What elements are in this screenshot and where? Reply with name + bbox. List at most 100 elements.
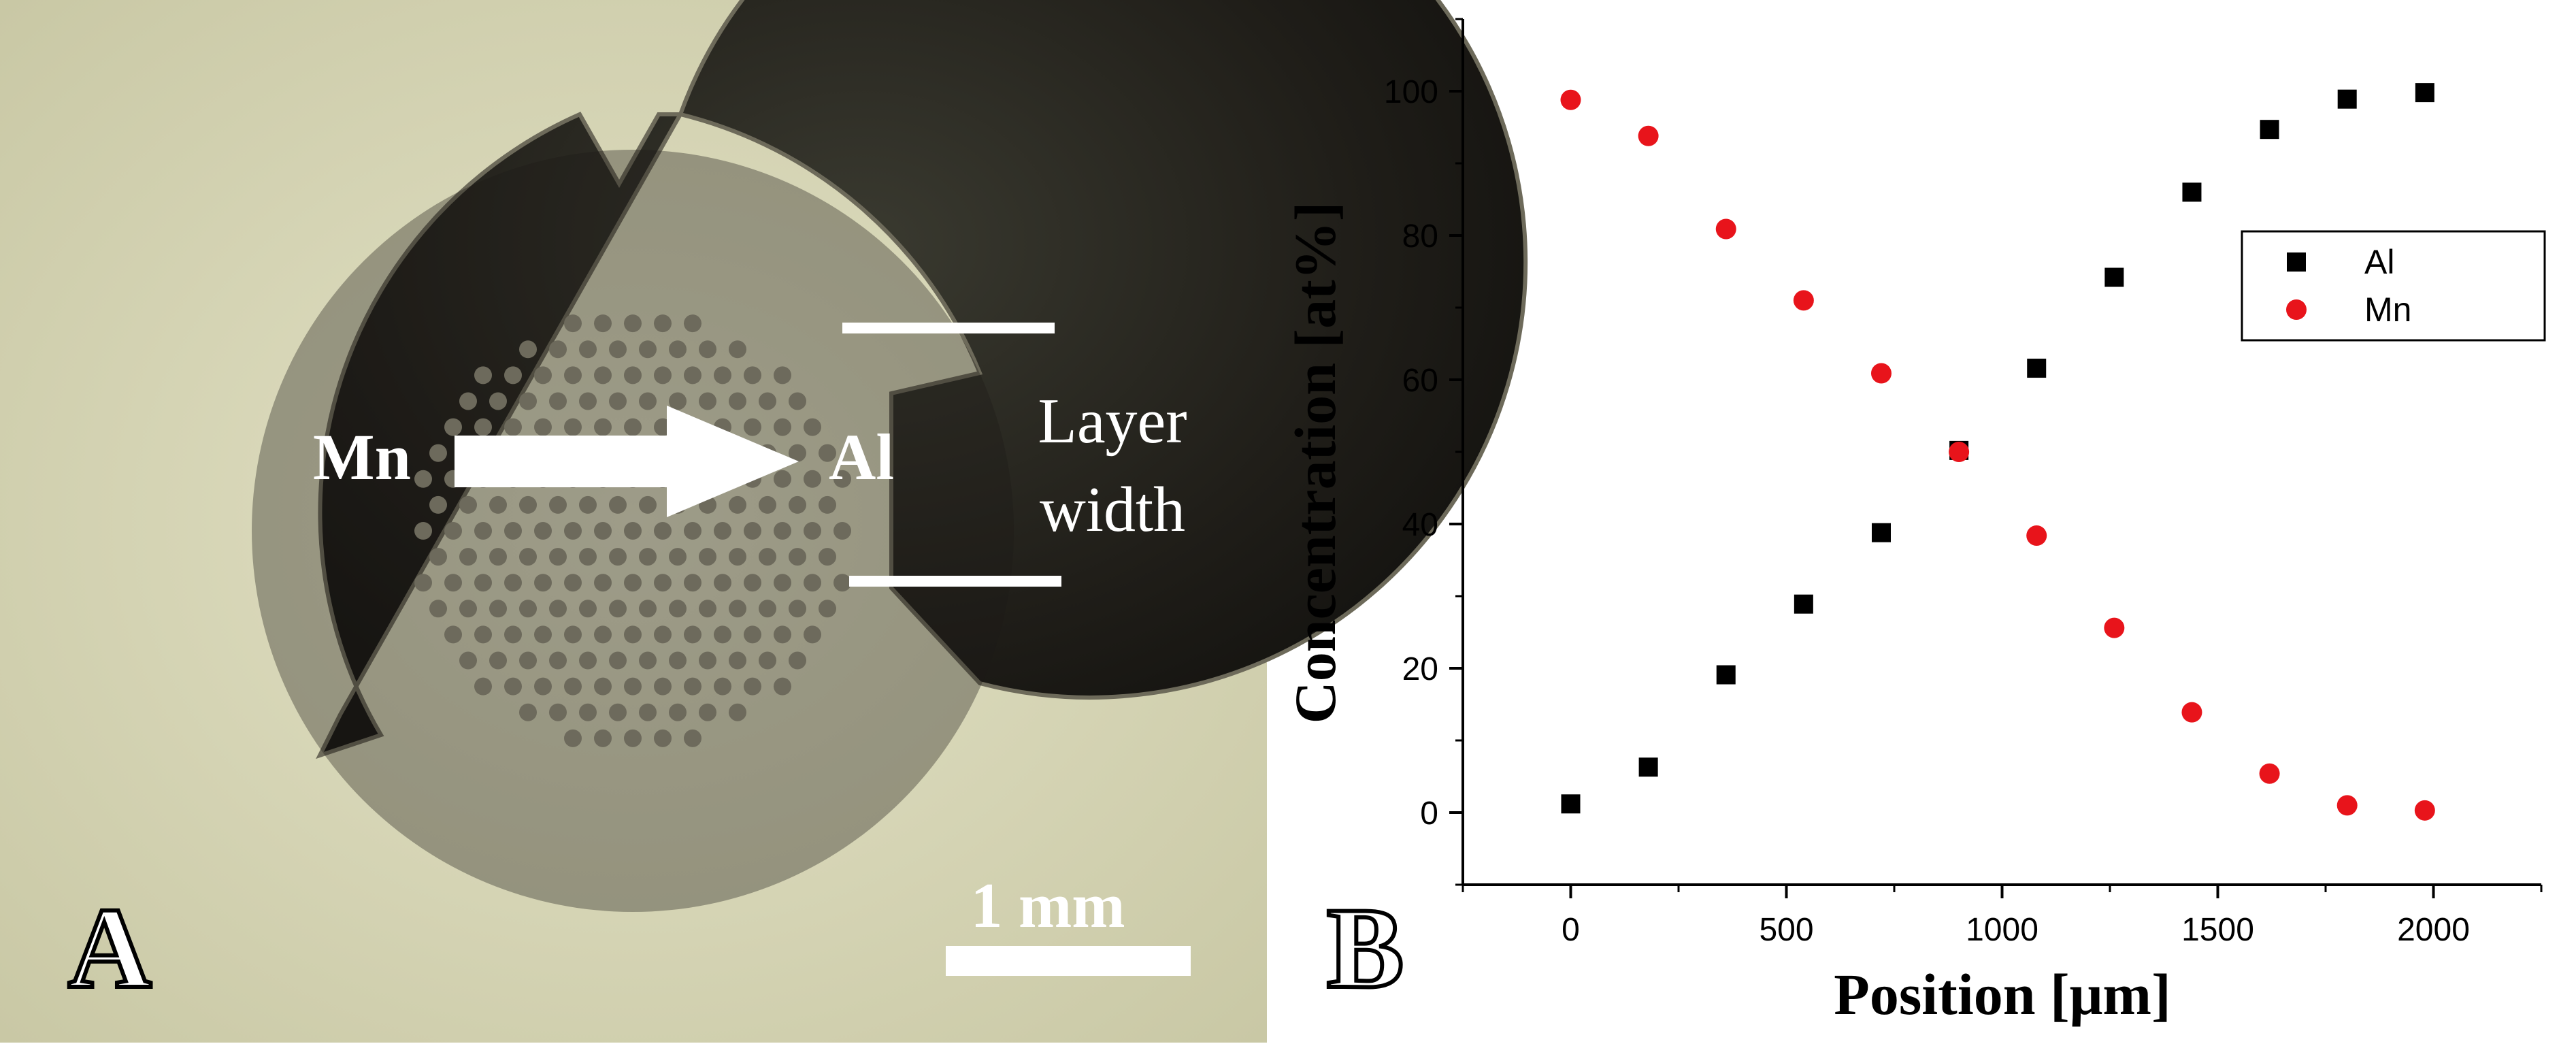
panel-b-letter: B <box>1327 884 1404 1012</box>
hole <box>549 703 567 721</box>
hole <box>729 340 746 359</box>
point-al <box>2260 120 2279 140</box>
hole <box>774 574 791 592</box>
hole <box>549 495 567 514</box>
hole <box>459 548 477 566</box>
point-al <box>1716 665 1736 685</box>
point-al <box>2182 182 2202 202</box>
hole <box>504 522 522 540</box>
hole <box>684 522 701 540</box>
hole <box>774 470 791 488</box>
hole <box>609 651 627 670</box>
hole <box>414 574 432 592</box>
hole <box>534 574 552 592</box>
x-axis-label: Position [μm] <box>1834 962 2170 1027</box>
hole <box>594 574 612 592</box>
hole <box>429 495 447 514</box>
hole <box>624 314 642 333</box>
hole <box>444 625 462 644</box>
hole <box>504 625 522 644</box>
chart-axes <box>1462 19 2541 886</box>
hole <box>474 522 492 540</box>
hole <box>564 677 582 696</box>
scale-bar <box>946 946 1191 976</box>
x-tick-label: 1500 <box>2181 912 2254 948</box>
hole <box>519 392 537 410</box>
hole-pattern <box>414 314 851 747</box>
point-mn <box>2181 702 2202 723</box>
hole <box>534 677 552 696</box>
x-tick-label: 500 <box>1759 912 1813 948</box>
hole <box>564 366 582 385</box>
hole <box>489 495 507 514</box>
hole <box>654 625 672 644</box>
hole <box>564 522 582 540</box>
hole <box>744 418 761 436</box>
hole <box>789 548 806 566</box>
layer-width-top-marker <box>842 323 1055 333</box>
hole <box>459 651 477 670</box>
hole <box>579 392 597 410</box>
hole <box>549 340 567 359</box>
hole <box>549 392 567 410</box>
hole <box>699 548 716 566</box>
legend-label-mn: Mn <box>2364 291 2411 329</box>
hole <box>594 729 612 747</box>
y-tick-label: 40 <box>1402 507 1438 543</box>
point-al <box>2027 359 2047 378</box>
hole <box>714 677 731 696</box>
hole <box>624 625 642 644</box>
hole <box>699 651 716 670</box>
hole <box>789 600 806 618</box>
hole <box>833 470 851 488</box>
hole <box>804 625 821 644</box>
hole <box>833 522 851 540</box>
hole <box>534 366 552 385</box>
scale-bar-label: 1 mm <box>970 870 1125 941</box>
hole <box>729 392 746 410</box>
hole <box>684 574 701 592</box>
hole <box>819 600 836 618</box>
hole <box>489 651 507 670</box>
hole <box>609 600 627 618</box>
hole <box>549 651 567 670</box>
hole <box>609 392 627 410</box>
hole <box>579 600 597 618</box>
hole <box>519 703 537 721</box>
hole <box>789 651 806 670</box>
hole <box>624 574 642 592</box>
hole <box>594 314 612 333</box>
hole <box>564 574 582 592</box>
hole <box>564 418 582 436</box>
hole <box>774 677 791 696</box>
hole <box>774 418 791 436</box>
point-al <box>2415 83 2434 103</box>
hole <box>474 574 492 592</box>
hole <box>684 625 701 644</box>
hole <box>759 392 776 410</box>
hole <box>459 600 477 618</box>
hole <box>774 522 791 540</box>
layer-width-label-line2: width <box>1040 474 1185 545</box>
chart-marks <box>1560 83 2435 821</box>
hole <box>519 340 537 359</box>
point-al <box>1561 794 1581 814</box>
hole <box>504 574 522 592</box>
hole <box>819 548 836 566</box>
hole <box>624 729 642 747</box>
y-tick-label: 100 <box>1384 74 1438 110</box>
hole <box>789 444 806 462</box>
hole <box>759 600 776 618</box>
hole <box>474 625 492 644</box>
hole <box>699 340 716 359</box>
point-mn <box>1638 125 1659 146</box>
hole <box>744 574 761 592</box>
hole <box>744 366 761 385</box>
point-mn <box>1715 218 1736 240</box>
hole <box>714 574 731 592</box>
y-axis-label: Concentration [at%] <box>1283 202 1348 724</box>
point-mn <box>1560 89 1581 110</box>
y-tick-label: 80 <box>1402 218 1438 255</box>
point-mn <box>2026 525 2047 546</box>
hole <box>639 340 657 359</box>
